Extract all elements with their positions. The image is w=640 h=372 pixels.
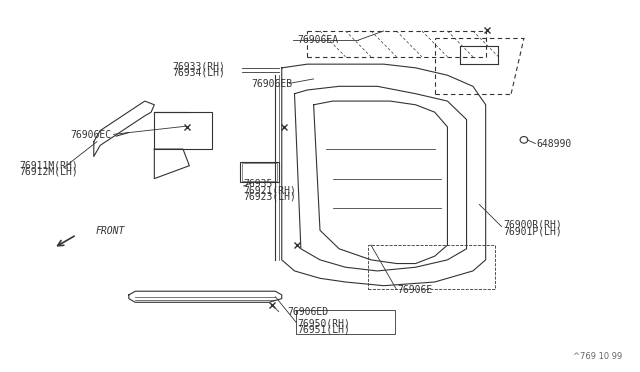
- Bar: [243, 163, 276, 181]
- Text: 76912M(LH): 76912M(LH): [19, 167, 78, 177]
- Text: 648990: 648990: [537, 138, 572, 148]
- Bar: [241, 162, 278, 182]
- Text: 76933(RH): 76933(RH): [172, 61, 225, 71]
- Text: 76901P(LH): 76901P(LH): [504, 226, 563, 236]
- Text: ^769 10 99: ^769 10 99: [573, 352, 623, 361]
- Text: FRONT: FRONT: [96, 226, 125, 236]
- Text: 76906EA: 76906EA: [298, 35, 339, 45]
- Text: 76935: 76935: [244, 179, 273, 189]
- Text: 76906ED: 76906ED: [287, 307, 328, 317]
- Text: 76906E: 76906E: [397, 285, 433, 295]
- Text: 76921(RH): 76921(RH): [244, 185, 296, 195]
- Text: 76950(RH): 76950(RH): [298, 318, 351, 328]
- Text: 76951(LH): 76951(LH): [298, 325, 351, 335]
- Text: 76906EC: 76906EC: [70, 130, 111, 140]
- Bar: [296, 310, 394, 334]
- Bar: [154, 112, 212, 149]
- Text: 76911M(RH): 76911M(RH): [19, 161, 78, 171]
- Bar: [368, 245, 495, 289]
- Text: 76934(LH): 76934(LH): [172, 67, 225, 77]
- Text: 76906EB: 76906EB: [252, 80, 293, 89]
- Text: 76900R(RH): 76900R(RH): [504, 220, 563, 230]
- Text: 76923(LH): 76923(LH): [244, 192, 296, 202]
